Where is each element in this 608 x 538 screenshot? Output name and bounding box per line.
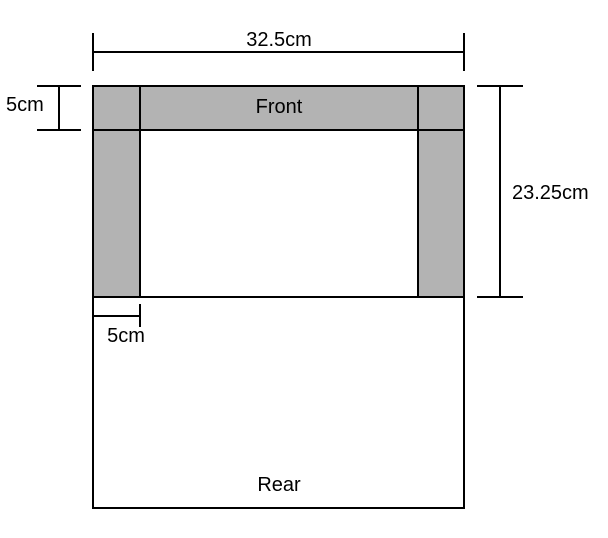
front-depth-label: 5cm (6, 94, 44, 116)
side-height-label: 23.25cm (512, 182, 589, 204)
front-label: Front (256, 96, 303, 118)
inner-opening (139, 129, 419, 298)
dimension-leg-width: 5cm (92, 304, 145, 347)
leg-width-label: 5cm (107, 325, 145, 347)
dimension-top-width: 32.5cm (92, 29, 465, 71)
top-width-label: 32.5cm (246, 29, 312, 51)
right-rail (417, 85, 465, 298)
front-frame (92, 85, 465, 298)
left-rail (92, 85, 141, 298)
front-rail (92, 85, 465, 131)
dimension-front-depth: 5cm (6, 85, 81, 131)
rear-label: Rear (257, 474, 301, 496)
dimension-side-height: 23.25cm (477, 85, 589, 298)
